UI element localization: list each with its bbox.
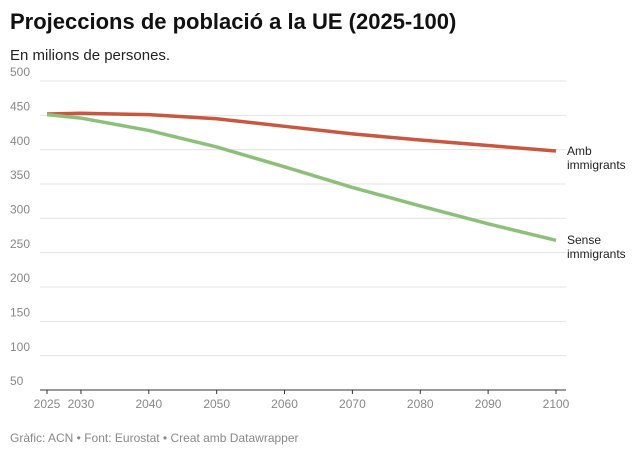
x-tick-label: 2040 (135, 397, 162, 411)
x-tick-label: 2080 (407, 397, 434, 411)
y-tick-label: 250 (10, 237, 30, 251)
y-tick-label: 100 (10, 340, 30, 354)
y-tick-label: 500 (10, 65, 30, 79)
x-tick-label: 2030 (68, 397, 95, 411)
x-tick-label: 2070 (339, 397, 366, 411)
y-tick-label: 200 (10, 271, 30, 285)
x-tick-label: 2090 (475, 397, 502, 411)
y-tick-label: 450 (10, 100, 30, 114)
chart-subtitle: En milions de persones. (10, 47, 170, 64)
y-tick-label: 300 (10, 203, 30, 217)
y-tick-label: 150 (10, 306, 30, 320)
series-label: Sense immigrants (567, 233, 626, 262)
chart-title: Projeccions de població a la UE (2025-10… (10, 9, 456, 34)
y-tick-label: 400 (10, 134, 30, 148)
x-tick-label: 2050 (203, 397, 230, 411)
x-tick-label: 2025 (34, 397, 61, 411)
y-tick-label: 350 (10, 168, 30, 182)
series-line (46, 111, 557, 153)
series-line (46, 112, 557, 243)
source-note: Gràfic: ACN • Font: Eurostat • Creat amb… (10, 431, 299, 445)
x-tick-label: 2060 (271, 397, 298, 411)
y-tick-label: 50 (10, 374, 24, 388)
x-tick-label: 2100 (543, 397, 570, 411)
series-label: Amb immigrants (567, 144, 626, 173)
